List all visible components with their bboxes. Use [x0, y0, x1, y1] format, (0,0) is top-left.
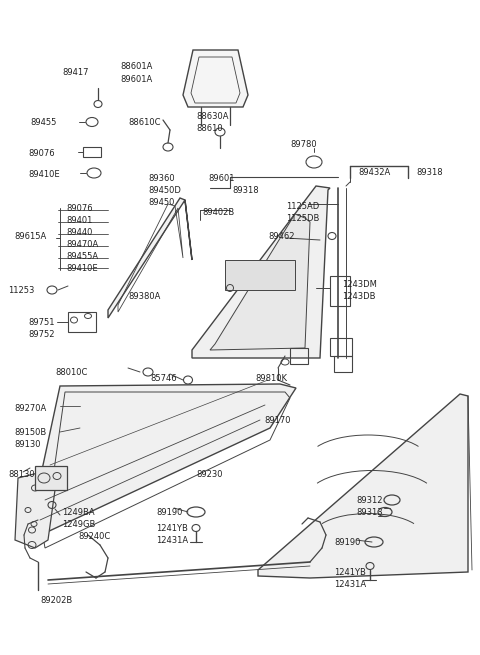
Text: 89450D: 89450D — [148, 186, 181, 195]
Text: 89780: 89780 — [290, 140, 317, 149]
Text: 89190: 89190 — [334, 538, 360, 547]
Polygon shape — [258, 394, 468, 578]
Bar — [330, 338, 352, 356]
Text: 88010C: 88010C — [55, 368, 87, 377]
Text: 88130: 88130 — [8, 470, 35, 479]
Text: 89240C: 89240C — [78, 532, 110, 541]
Text: 89380A: 89380A — [128, 292, 160, 301]
Polygon shape — [210, 214, 310, 350]
Text: 89432A: 89432A — [358, 168, 390, 177]
Text: 89440: 89440 — [66, 228, 92, 237]
Text: 89417: 89417 — [62, 68, 88, 77]
Text: 89360: 89360 — [148, 174, 175, 183]
Bar — [334, 356, 352, 372]
Text: 1249GB: 1249GB — [62, 520, 96, 529]
Polygon shape — [15, 470, 55, 548]
Bar — [290, 348, 308, 364]
Text: 1249BA: 1249BA — [62, 508, 95, 517]
Text: 1241YB: 1241YB — [334, 568, 366, 577]
Text: 89076: 89076 — [28, 149, 55, 158]
Text: 89751: 89751 — [28, 318, 55, 327]
Text: 89752: 89752 — [28, 330, 55, 339]
Text: 1125DB: 1125DB — [286, 214, 319, 223]
Text: 89601A: 89601A — [120, 75, 152, 84]
Text: 89170: 89170 — [264, 416, 290, 425]
Text: 89450: 89450 — [148, 198, 174, 207]
Text: 89150B: 89150B — [14, 428, 46, 437]
Text: 89130: 89130 — [14, 440, 40, 449]
Polygon shape — [28, 384, 296, 540]
Bar — [68, 312, 96, 332]
Text: 89190: 89190 — [156, 508, 182, 517]
Text: 89410E: 89410E — [28, 170, 60, 179]
Text: 88610: 88610 — [196, 124, 223, 133]
Polygon shape — [192, 186, 330, 358]
Text: 89470A: 89470A — [66, 240, 98, 249]
Text: 89318: 89318 — [232, 186, 259, 195]
Text: 88610C: 88610C — [128, 118, 160, 127]
Text: 89230: 89230 — [196, 470, 223, 479]
Polygon shape — [108, 198, 192, 318]
Text: 89601: 89601 — [208, 174, 235, 183]
Text: 85746: 85746 — [150, 374, 177, 383]
Text: 89462: 89462 — [268, 232, 295, 241]
Text: 89810K: 89810K — [255, 374, 287, 383]
Text: 89318: 89318 — [416, 168, 443, 177]
Bar — [330, 276, 350, 306]
Text: 89455: 89455 — [30, 118, 56, 127]
Text: 1243DM: 1243DM — [342, 280, 377, 289]
Text: 1243DB: 1243DB — [342, 292, 375, 301]
Bar — [83, 147, 101, 157]
Text: 89455A: 89455A — [66, 252, 98, 261]
Text: 89312: 89312 — [356, 496, 383, 505]
Text: 88630A: 88630A — [196, 112, 228, 121]
Text: 1241YB: 1241YB — [156, 524, 188, 533]
Text: 89202B: 89202B — [40, 596, 72, 605]
Text: 1125AD: 1125AD — [286, 202, 319, 211]
Text: 89615A: 89615A — [14, 232, 46, 241]
Text: 12431A: 12431A — [156, 536, 188, 545]
Text: 89410E: 89410E — [66, 264, 97, 273]
Text: 12431A: 12431A — [334, 580, 366, 589]
Text: 89270A: 89270A — [14, 404, 46, 413]
Text: 89401: 89401 — [66, 216, 92, 225]
Text: 11253: 11253 — [8, 286, 35, 295]
Polygon shape — [183, 50, 248, 107]
Text: 88601A: 88601A — [120, 62, 152, 71]
Text: 89076: 89076 — [66, 204, 93, 213]
Bar — [225, 260, 295, 290]
Bar — [35, 466, 67, 490]
Text: 89402B: 89402B — [202, 208, 234, 217]
Text: 89313: 89313 — [356, 508, 383, 517]
